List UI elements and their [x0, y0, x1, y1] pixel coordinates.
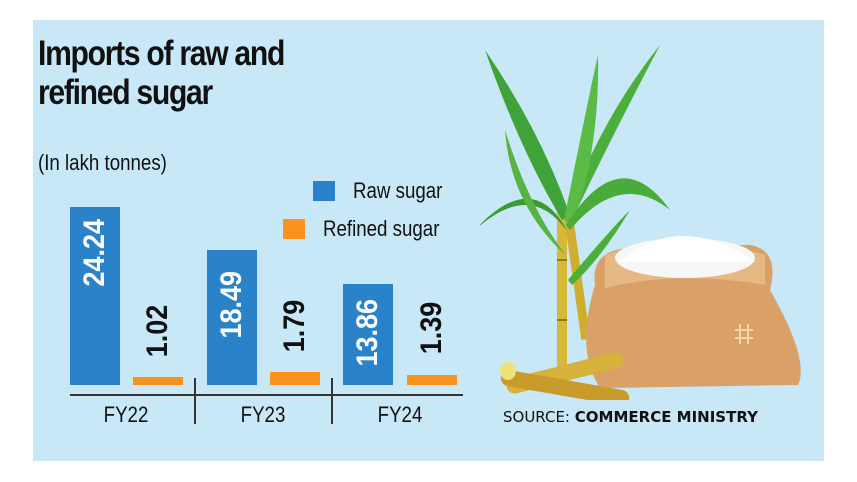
label-fy22-refined: 1.02: [141, 304, 174, 358]
legend-label-refined: Refined sugar: [323, 216, 440, 241]
x-axis-line: [70, 394, 463, 396]
label-fy23-refined: 1.79: [278, 299, 311, 353]
legend-swatch-raw: [313, 181, 335, 201]
legend-item-refined-sugar: Refined sugar: [283, 216, 460, 242]
category-divider: [194, 378, 196, 424]
legend-item-raw-sugar: Raw sugar: [313, 178, 458, 204]
sugar-sack-icon: [586, 236, 801, 388]
bar-fy23-refined: [270, 372, 320, 385]
source-name: COMMERCE MINISTRY: [574, 408, 758, 426]
label-fy24-refined: 1.39: [415, 301, 448, 355]
x-tick-fy23: FY23: [240, 402, 286, 427]
bar-fy24-raw: [343, 284, 393, 385]
sugarcane-pieces-icon: [500, 352, 630, 400]
source-note: SOURCE: COMMERCE MINISTRY: [503, 408, 758, 426]
title-line-1: Imports of raw and: [38, 34, 285, 73]
category-divider: [331, 378, 333, 424]
bar-fy22-raw: [70, 207, 120, 385]
chart-title: Imports of raw and refined sugar: [38, 34, 285, 112]
bar-fy23-raw: [207, 250, 257, 385]
sugarcane-stalk-icon: [480, 45, 670, 380]
label-fy24-raw: 13.86: [351, 298, 384, 367]
bar-fy24-refined: [407, 375, 457, 385]
source-prefix: SOURCE:: [503, 408, 570, 426]
title-line-2: refined sugar: [38, 73, 213, 112]
x-tick-fy24: FY24: [377, 402, 423, 427]
x-tick-fy22: FY22: [103, 402, 149, 427]
chart-subtitle: (In lakh tonnes): [38, 150, 167, 175]
sugarcane-sack-illustration: [480, 45, 801, 400]
bar-fy22-refined: [133, 377, 183, 385]
label-fy23-raw: 18.49: [215, 270, 248, 339]
legend-swatch-refined: [283, 219, 305, 239]
label-fy22-raw: 24.24: [78, 218, 111, 287]
legend-label-raw: Raw sugar: [353, 178, 443, 203]
